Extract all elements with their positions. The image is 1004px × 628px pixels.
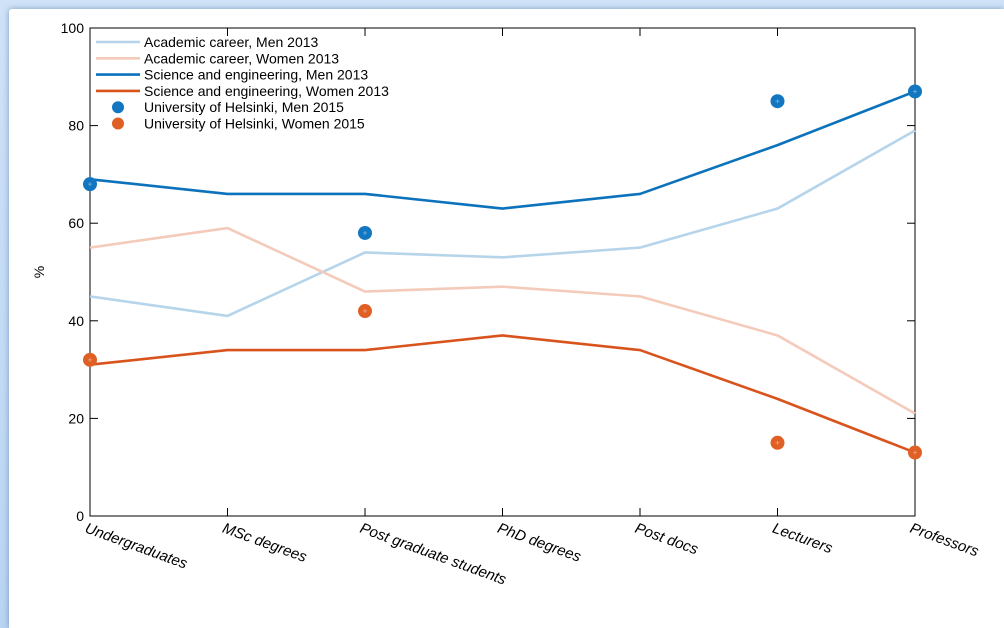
x-category-label: Post graduate students (358, 520, 509, 589)
x-category-label: Lecturers (770, 520, 835, 558)
legend-swatch-marker (112, 101, 124, 114)
legend-entry: Science and engineering, Men 2013 (144, 67, 368, 83)
legend-entry: Science and engineering, Women 2013 (144, 83, 389, 99)
y-tick-label: 80 (68, 118, 84, 134)
x-category-label: PhD degrees (495, 520, 584, 566)
y-tick-label: 60 (68, 215, 84, 231)
series-point (83, 352, 97, 367)
legend-entry: Academic career, Men 2013 (144, 34, 319, 50)
series-point (908, 445, 922, 460)
series-point-marker (88, 357, 92, 362)
legend-entry: Academic career, Women 2013 (144, 50, 339, 66)
y-tick-label: 40 (68, 313, 84, 329)
series-point-marker (775, 99, 780, 104)
y-tick-label: 100 (61, 20, 85, 36)
series-point-marker (913, 89, 917, 94)
x-category-label: MSc degrees (220, 520, 309, 566)
series-point (358, 304, 372, 319)
series-point-marker (363, 309, 367, 314)
series-line (89, 334, 916, 454)
series-point-marker (363, 230, 367, 235)
series-point (358, 225, 372, 240)
series-point-marker (913, 450, 917, 455)
x-category-label: Professors (908, 520, 982, 561)
series-point (770, 94, 785, 109)
series-point-marker (775, 440, 780, 445)
plot-area (89, 27, 916, 517)
legend-entry: University of Helsinki, Men 2015 (144, 99, 344, 115)
series-line (89, 90, 916, 210)
y-tick-label: 0 (76, 508, 84, 524)
series-point (908, 84, 922, 99)
x-category-label: Post docs (633, 520, 701, 559)
legend-entry: University of Helsinki, Women 2015 (144, 116, 365, 132)
series-point-marker (88, 182, 92, 187)
x-category-label: Undergraduates (83, 520, 190, 573)
y-axis-label: % (31, 266, 47, 278)
series-line (89, 226, 916, 415)
series-point (83, 177, 97, 192)
series-line (89, 129, 916, 318)
series-point (770, 435, 785, 450)
legend-swatch-marker (112, 117, 124, 130)
y-tick-label: 20 (68, 410, 84, 426)
